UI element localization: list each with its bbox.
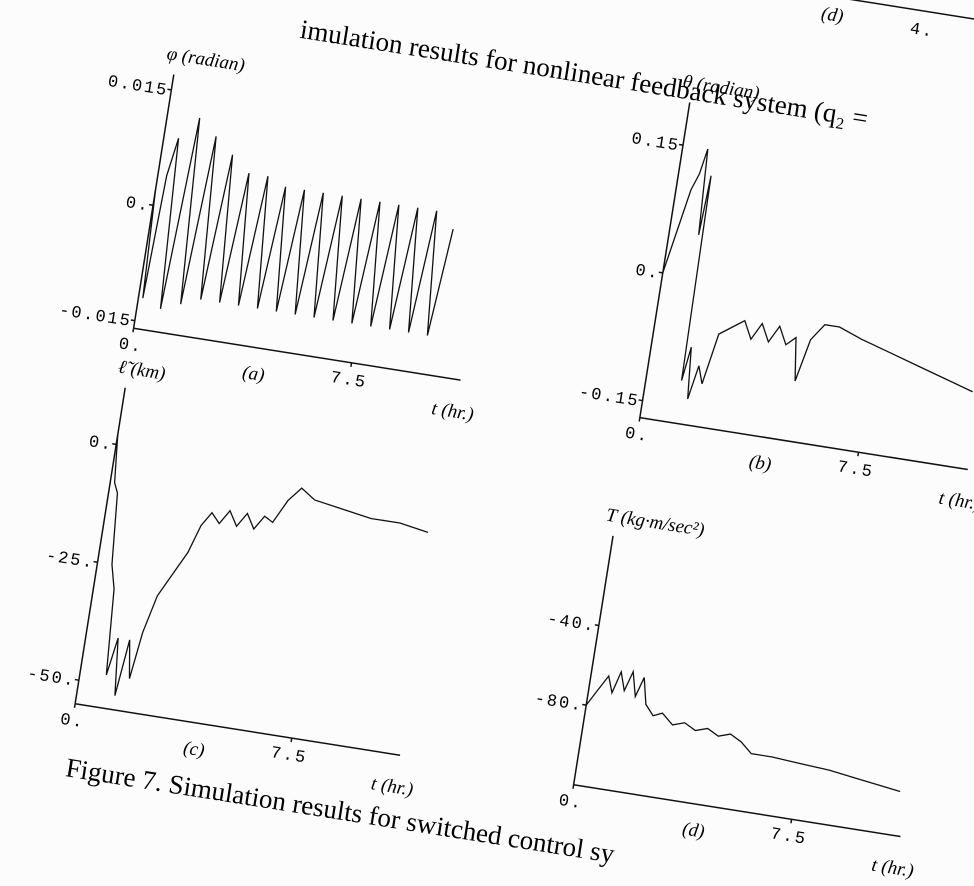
- x-axis: [639, 416, 968, 471]
- data-line: [105, 434, 429, 696]
- y-tick: [167, 88, 172, 91]
- y-tick-label: -0.015: [58, 302, 133, 332]
- y-tick-label: 0.: [87, 433, 114, 456]
- panel-label: (c): [182, 737, 206, 761]
- y-tick-label: -80.: [533, 690, 584, 716]
- y-axis-label: φ (radian): [165, 43, 246, 76]
- y-tick: [93, 560, 98, 564]
- prev-tick-label: 4.: [908, 20, 935, 43]
- y-axis-label: ℓ̃ (km): [117, 357, 167, 385]
- x-tick-label: 0.: [557, 792, 584, 815]
- y-tick-label: 0.015: [106, 73, 169, 101]
- data-line: [662, 148, 973, 400]
- y-tick: [658, 271, 663, 274]
- x-tick-label: 7.5: [269, 744, 308, 768]
- x-tick: [290, 737, 293, 743]
- y-tick-label: -50.: [26, 665, 77, 691]
- x-axis: [573, 784, 901, 838]
- x-tick-label: 0.: [59, 711, 86, 734]
- x-tick: [857, 452, 860, 457]
- figure-caption: Figure 7. Simulation results for switche…: [64, 752, 617, 869]
- y-tick: [149, 203, 154, 206]
- y-axis: [572, 535, 614, 785]
- y-axis: [639, 102, 691, 418]
- y-axis-label: T (kg·m/sec²): [605, 505, 706, 541]
- y-tick: [678, 143, 684, 146]
- x-tick-label: 0.: [117, 335, 144, 358]
- panel-label: (d): [681, 818, 706, 842]
- x-axis: [75, 703, 401, 756]
- x-tick-label: 7.5: [836, 458, 875, 482]
- x-tick: [73, 703, 76, 708]
- x-axis-label: t (hr.): [370, 773, 415, 800]
- y-tick-label: 0.15: [630, 130, 681, 156]
- x-tick: [132, 328, 135, 333]
- y-tick-label: 0.: [634, 262, 661, 285]
- x-tick-label: 0.: [623, 425, 650, 448]
- y-tick: [130, 319, 135, 322]
- y-tick-label: -40.: [546, 610, 597, 636]
- y-tick: [112, 442, 117, 446]
- x-axis-label: t (hr.): [430, 398, 475, 425]
- y-tick: [582, 703, 587, 706]
- x-tick: [350, 362, 353, 367]
- x-axis-label: t (hr.): [870, 855, 915, 882]
- x-tick: [790, 819, 793, 824]
- caption-fragment: imulation results for nonlinear feedback…: [298, 14, 870, 133]
- x-axis-label: t (hr.): [937, 488, 974, 515]
- x-tick-label: 7.5: [329, 369, 368, 393]
- panel-label: (b): [748, 451, 773, 475]
- y-tick: [638, 399, 643, 402]
- prev-panel-label: (d): [820, 3, 845, 27]
- panel-label: (a): [241, 362, 266, 386]
- y-tick-label: -0.15: [577, 384, 640, 412]
- y-tick-label: 0.: [124, 194, 151, 217]
- y-tick: [594, 624, 599, 627]
- x-axis: [133, 327, 461, 381]
- y-tick: [74, 678, 79, 681]
- y-tick-label: -25.: [44, 547, 95, 573]
- x-tick-label: 7.5: [769, 825, 808, 849]
- x-tick: [638, 417, 641, 422]
- data-line: [585, 669, 901, 793]
- data-line: [142, 117, 454, 336]
- x-tick: [572, 784, 575, 789]
